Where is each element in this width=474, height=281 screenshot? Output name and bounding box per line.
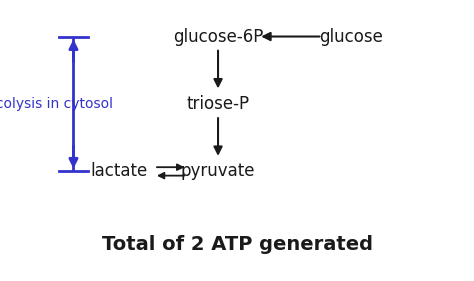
Text: Total of 2 ATP generated: Total of 2 ATP generated <box>101 235 373 254</box>
Text: glucose: glucose <box>319 28 383 46</box>
Text: triose-P: triose-P <box>186 95 250 113</box>
Text: glucose-6P: glucose-6P <box>173 28 263 46</box>
Text: lactate: lactate <box>90 162 147 180</box>
Text: pyruvate: pyruvate <box>181 162 255 180</box>
Text: Glycolysis in cytosol: Glycolysis in cytosol <box>0 97 113 111</box>
